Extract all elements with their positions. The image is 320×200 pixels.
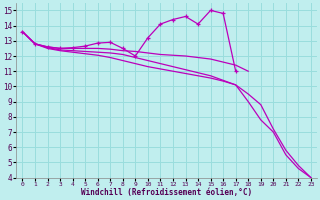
X-axis label: Windchill (Refroidissement éolien,°C): Windchill (Refroidissement éolien,°C) <box>81 188 252 197</box>
